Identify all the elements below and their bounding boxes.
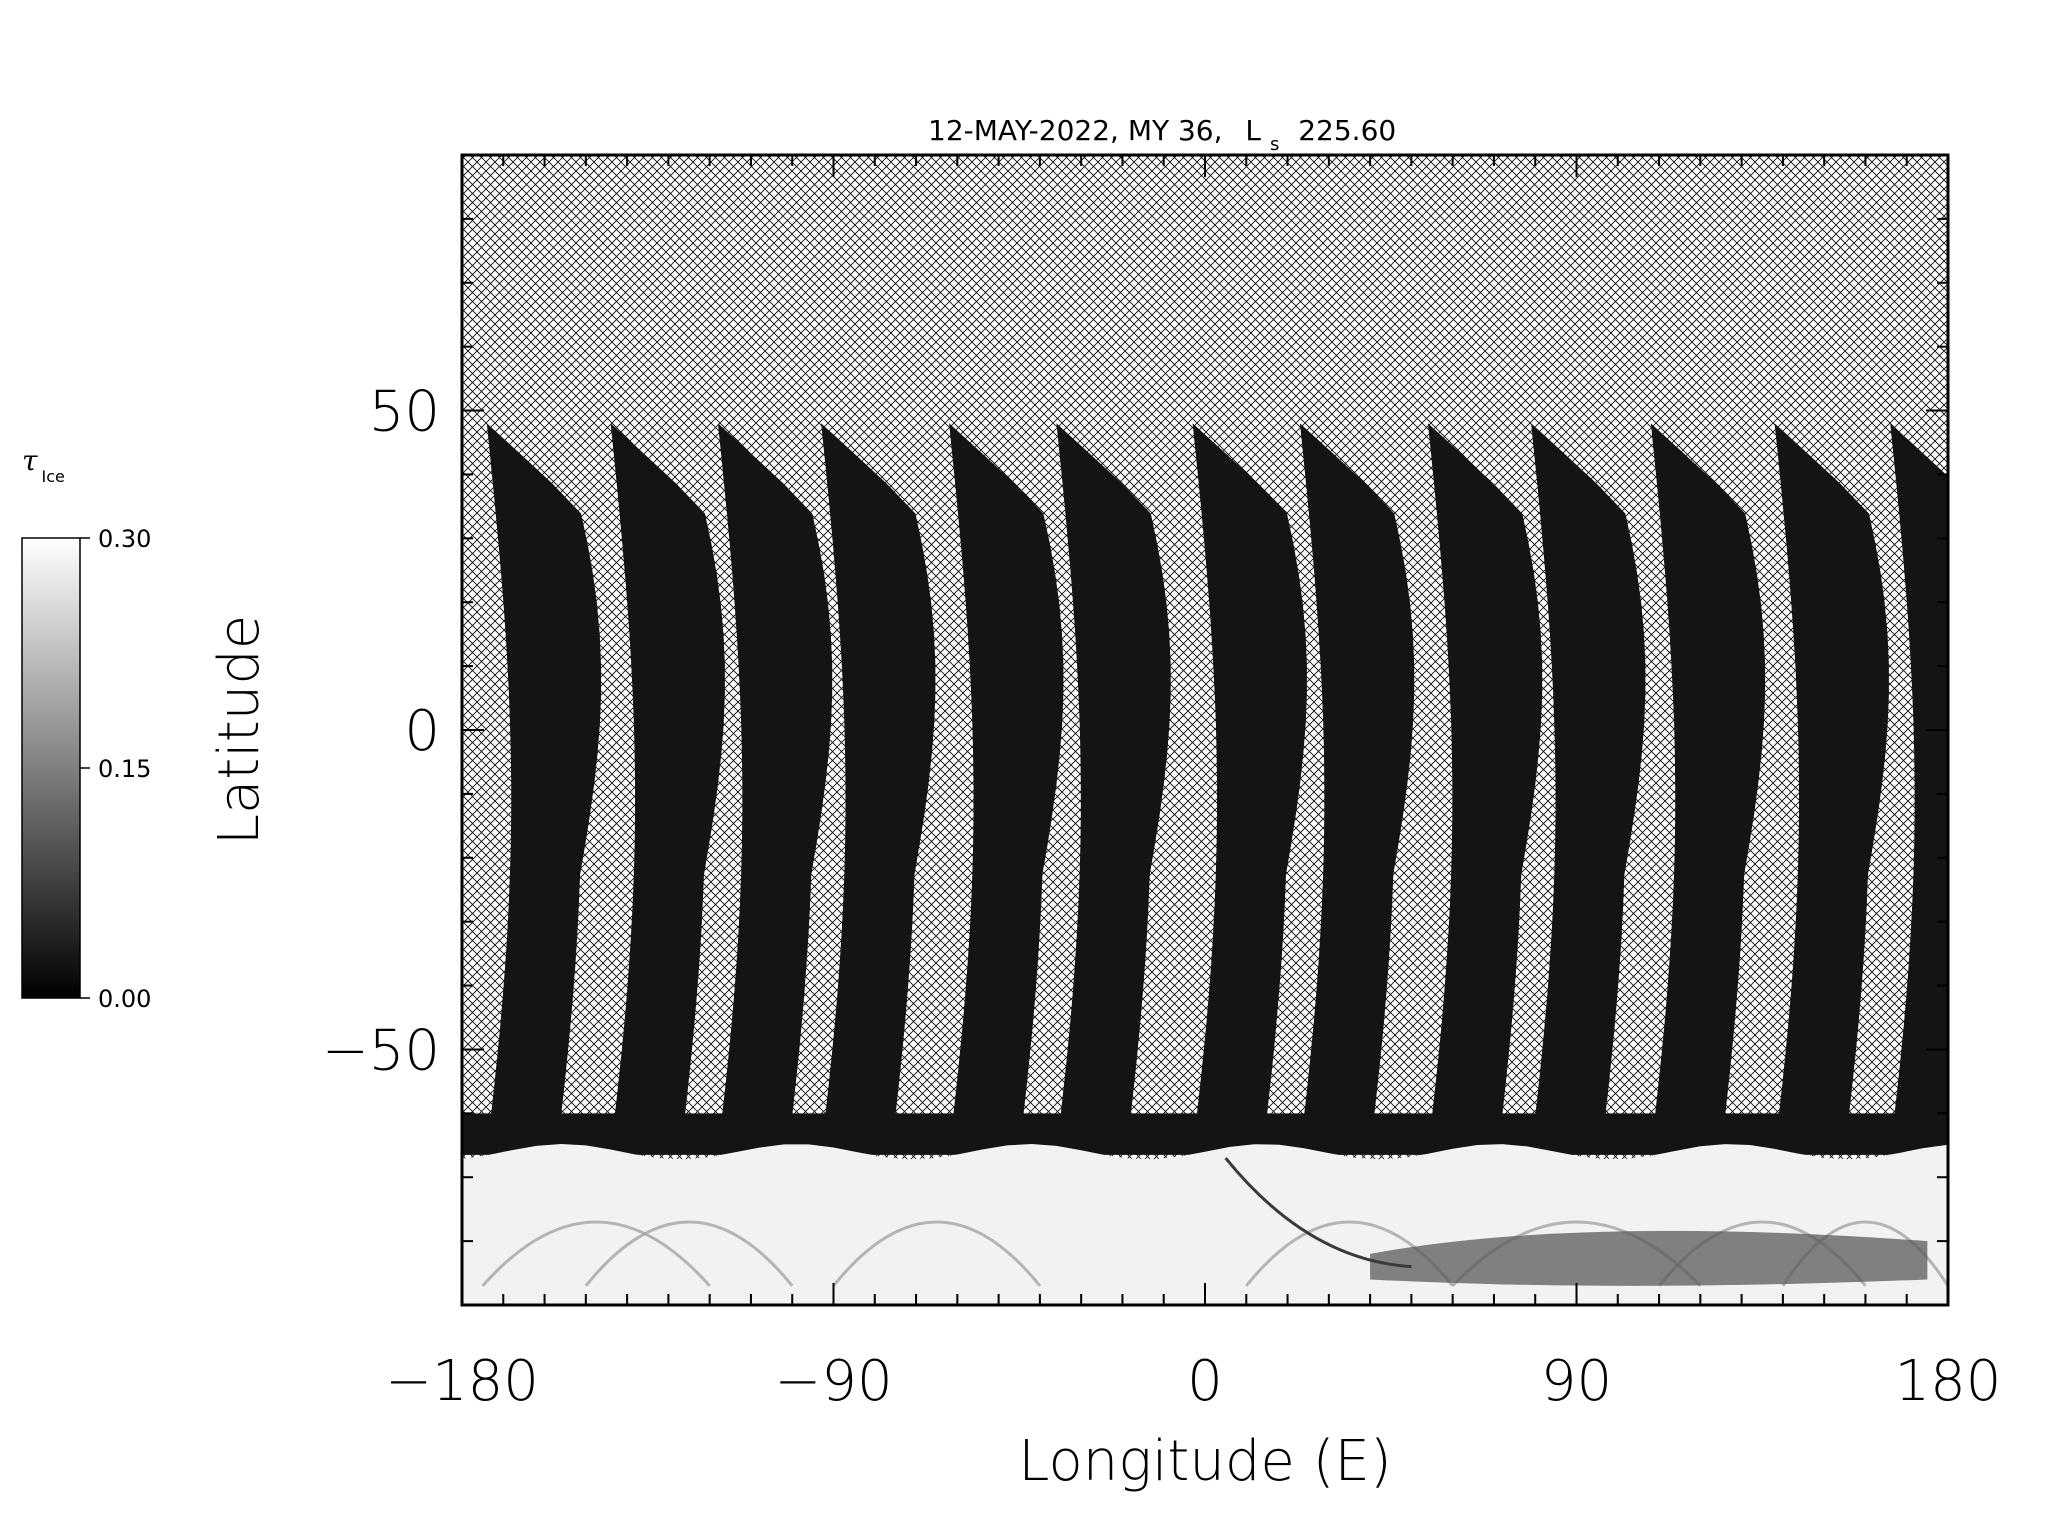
orbit-swath [1056, 423, 1171, 1146]
x-tick-label: −180 [385, 1349, 539, 1414]
orbit-swaths [462, 423, 1948, 1155]
x-tick-label: 0 [1187, 1349, 1223, 1414]
x-tick-label: 180 [1895, 1349, 2002, 1414]
y-axis-label: Latitude [207, 615, 272, 845]
colorbar-ramp [21, 537, 81, 999]
orbit-swath [1192, 423, 1307, 1146]
y-tick-label: 0 [404, 699, 440, 764]
polar-texture [481, 1157, 1948, 1287]
polar-dark-patch [1370, 1230, 1928, 1286]
y-tick-labels: −50 0 50 [322, 380, 440, 1084]
x-tick-label: 90 [1541, 1349, 1612, 1414]
axis-ticks [461, 154, 1949, 1306]
orbit-swath [486, 423, 602, 1146]
polar-arc [1224, 1157, 1412, 1269]
orbit-swath [1650, 423, 1766, 1146]
orbit-swath [1427, 423, 1543, 1146]
polar-arc [481, 1220, 711, 1287]
x-axis-label: Longitude (E) [1018, 1429, 1391, 1494]
orbit-swath [610, 423, 725, 1146]
colorbar-ticks: 0.00 0.15 0.30 [80, 525, 151, 1013]
orbit-swath [1531, 423, 1646, 1146]
orbit-swath [1890, 423, 1948, 1146]
colorbar-tick-label: 0.15 [98, 755, 151, 783]
y-tick-label: 50 [369, 380, 440, 445]
chart-title: 12-MAY-2022, MY 36, L s 225.60 [928, 114, 1396, 157]
y-tick-label: −50 [322, 1018, 440, 1083]
polar-arc [832, 1220, 1042, 1287]
orbit-swath [1299, 423, 1415, 1146]
colorbar: 0.00 0.15 0.30 [21, 525, 151, 1013]
colorbar-title: τ Ice [22, 444, 65, 486]
plot-area [462, 155, 1948, 1305]
polar-arc [584, 1220, 794, 1287]
orbit-swath [949, 423, 1064, 1146]
x-tick-labels: −180 −90 0 90 180 [385, 1349, 2001, 1414]
colorbar-tick-label: 0.30 [98, 525, 151, 553]
orbit-swath [1774, 423, 1889, 1146]
low-latitude-dark-band [462, 1113, 1948, 1155]
orbit-swath [717, 423, 833, 1146]
colorbar-tick-label: 0.00 [98, 985, 151, 1013]
orbit-swath [821, 423, 936, 1146]
x-tick-label: −90 [774, 1349, 892, 1414]
